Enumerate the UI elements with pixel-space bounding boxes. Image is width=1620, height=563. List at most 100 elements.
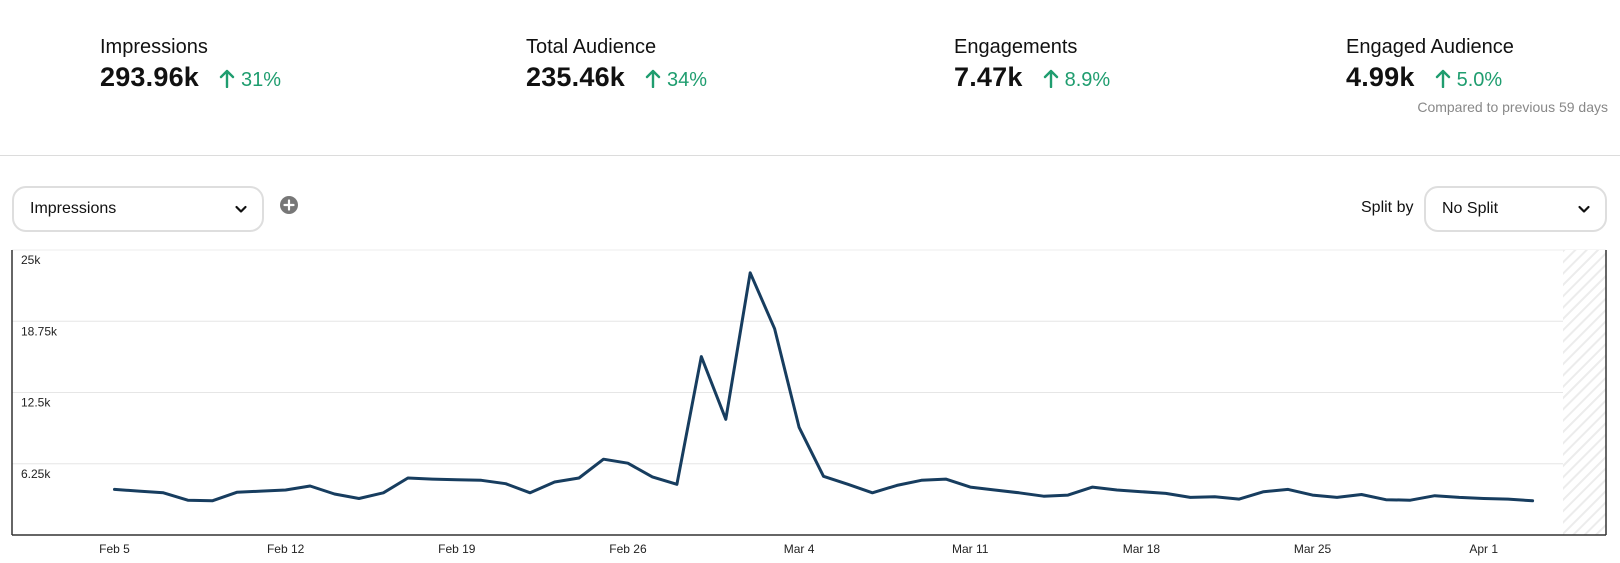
- x-tick-label: Mar 4: [784, 542, 815, 556]
- x-tick-label: Feb 26: [609, 542, 647, 556]
- stat-engagements: Engagements 7.47k 8.9%: [954, 34, 1110, 93]
- data-point: [1262, 490, 1265, 493]
- x-axis: Feb 5 Feb 12 Feb 19 Feb 26 Mar 4 Mar 11 Mar 18…: [99, 542, 1498, 556]
- arrow-up-icon: [219, 69, 235, 88]
- data-points: [113, 271, 1534, 502]
- data-point: [847, 483, 850, 486]
- stat-value: 293.96k: [100, 62, 199, 92]
- stat-change-value: 31%: [241, 69, 282, 91]
- data-point: [1360, 493, 1363, 496]
- stat-value: 235.46k: [526, 62, 625, 92]
- stat-label: Total Audience: [526, 36, 657, 58]
- x-tick-label: Apr 1: [1469, 542, 1498, 556]
- metric-select[interactable]: Impressions: [12, 186, 264, 232]
- y-axis: 6.25k 12.5k 18.75k 25k: [21, 253, 58, 481]
- plus-circle-icon[interactable]: [279, 195, 299, 215]
- data-point: [1336, 496, 1339, 499]
- stat-value: 7.47k: [954, 62, 1023, 92]
- chevron-down-icon: [1578, 205, 1590, 213]
- data-point: [578, 477, 581, 480]
- data-point: [1458, 496, 1461, 499]
- stat-label: Engagements: [954, 36, 1078, 58]
- data-point: [455, 478, 458, 481]
- data-point: [1189, 496, 1192, 499]
- x-tick-label: Feb 5: [99, 542, 130, 556]
- stat-change: 31%: [219, 66, 281, 92]
- arrow-up-icon: [1043, 69, 1058, 88]
- data-point: [1238, 498, 1241, 501]
- data-point: [113, 488, 116, 491]
- data-point: [480, 479, 483, 482]
- data-point: [944, 478, 947, 481]
- data-point: [1164, 492, 1167, 495]
- data-point: [724, 418, 727, 421]
- y-tick-label: 12.5k: [21, 396, 51, 410]
- data-point: [260, 490, 263, 493]
- x-tick-label: Mar 11: [952, 542, 989, 556]
- data-point: [1115, 488, 1118, 491]
- data-point: [1384, 498, 1387, 501]
- grid: [12, 249, 1606, 465]
- x-tick-label: Feb 12: [267, 542, 305, 556]
- data-point: [1018, 491, 1021, 494]
- stat-engaged-audience: Engaged Audience 4.99k 5.0%: [1346, 34, 1514, 93]
- y-tick-label: 18.75k: [21, 324, 58, 338]
- x-tick-label: Feb 19: [438, 542, 476, 556]
- data-point: [773, 327, 776, 330]
- data-point: [162, 491, 165, 494]
- data-point: [553, 480, 556, 483]
- data-point: [358, 497, 361, 500]
- summary-stats: Impressions 293.96k 31% Total Audience 2…: [0, 0, 1620, 156]
- data-point: [431, 478, 434, 481]
- stat-change-value: 5.0%: [1456, 69, 1503, 91]
- stat-label: Impressions: [100, 36, 208, 58]
- data-point: [406, 477, 409, 480]
- arrow-up-icon: [1435, 69, 1450, 88]
- data-point: [1311, 494, 1314, 497]
- stat-total-audience: Total Audience 235.46k 34%: [526, 34, 707, 93]
- stat-impressions: Impressions 293.96k 31%: [100, 34, 281, 93]
- stat-change: 8.9%: [1043, 66, 1111, 92]
- y-tick-label: 6.25k: [21, 467, 51, 481]
- split-select-value: No Split: [1442, 200, 1499, 217]
- stat-change: 34%: [645, 66, 707, 92]
- data-point: [1091, 486, 1094, 489]
- data-point: [798, 426, 801, 429]
- stat-change-value: 34%: [667, 69, 708, 91]
- data-point: [675, 483, 678, 486]
- data-point: [602, 458, 605, 461]
- data-point: [1482, 497, 1485, 500]
- data-point: [871, 491, 874, 494]
- series-line-impressions: [113, 271, 1535, 503]
- split-select[interactable]: No Split: [1424, 186, 1607, 232]
- data-point: [1067, 494, 1070, 497]
- data-point: [1287, 488, 1290, 491]
- data-point: [700, 355, 703, 358]
- data-point: [137, 490, 140, 493]
- split-by-label: Split by: [1361, 199, 1414, 216]
- data-point: [1409, 499, 1412, 502]
- data-point: [993, 488, 996, 491]
- data-point: [895, 484, 898, 487]
- x-tick-label: Mar 18: [1123, 542, 1161, 556]
- data-point: [749, 271, 752, 274]
- stat-change-value: 8.9%: [1064, 69, 1111, 91]
- data-point: [822, 475, 825, 478]
- data-point: [186, 499, 189, 502]
- incomplete-period-area: [1563, 250, 1606, 535]
- data-point: [382, 491, 385, 494]
- arrow-up-icon: [645, 69, 661, 88]
- chevron-down-icon: [235, 205, 247, 213]
- data-point: [235, 491, 238, 494]
- data-point: [1433, 494, 1436, 497]
- data-point: [651, 475, 654, 478]
- data-point: [1531, 499, 1534, 502]
- data-point: [529, 491, 532, 494]
- data-point: [1042, 495, 1045, 498]
- stat-change: 5.0%: [1435, 66, 1503, 92]
- data-point: [211, 499, 214, 502]
- data-point: [1507, 498, 1510, 501]
- data-point: [333, 492, 336, 495]
- stat-value: 4.99k: [1346, 62, 1415, 92]
